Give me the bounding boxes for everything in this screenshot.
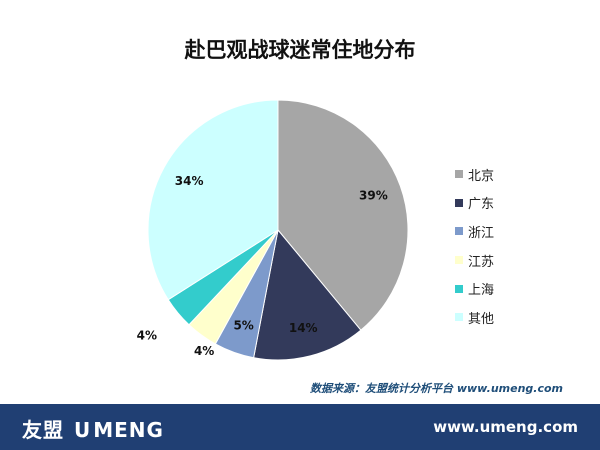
legend-item-3: 江苏 bbox=[455, 246, 545, 275]
legend-label-5: 其他 bbox=[468, 311, 495, 327]
legend-label-0: 北京 bbox=[468, 168, 495, 184]
source-note: 数据来源：友盟统计分析平台 www.umeng.com bbox=[310, 382, 563, 395]
legend-swatch-1 bbox=[455, 198, 463, 207]
pie-slice-0 bbox=[277, 99, 409, 331]
brand-name-cn: 友盟 bbox=[22, 418, 64, 442]
pie-label-5: 34% bbox=[175, 174, 204, 188]
pie-label-3: 4% bbox=[194, 344, 214, 358]
chart-title: 赴巴观战球迷常住地分布 bbox=[184, 38, 416, 62]
legend-swatch-5 bbox=[455, 313, 463, 322]
legend-swatch-3 bbox=[455, 256, 463, 265]
legend-swatch-2 bbox=[455, 227, 463, 236]
pie-label-2: 5% bbox=[233, 318, 253, 332]
legend-item-0: 北京 bbox=[455, 160, 545, 189]
legend-label-4: 上海 bbox=[468, 283, 495, 299]
legend-label-2: 浙江 bbox=[468, 225, 495, 241]
legend-label-3: 江苏 bbox=[468, 254, 495, 270]
legend-swatch-0 bbox=[455, 170, 463, 179]
pie-slice-5 bbox=[147, 99, 279, 301]
brand-logo: 友盟 U MENG bbox=[22, 414, 164, 443]
pie-label-4: 4% bbox=[137, 329, 157, 343]
legend-item-2: 浙江 bbox=[455, 217, 545, 246]
pie-label-0: 39% bbox=[359, 189, 388, 203]
footer-bar: 友盟 U MENG www.umeng.com bbox=[0, 404, 600, 450]
legend-item-5: 其他 bbox=[455, 303, 545, 332]
pie-chart: 39% 14% 5% 4% 4% 34% bbox=[137, 99, 409, 361]
legend-item-1: 广东 bbox=[455, 189, 545, 218]
legend-label-1: 广东 bbox=[468, 197, 495, 213]
legend-item-4: 上海 bbox=[455, 274, 545, 303]
legend: 北京广东浙江江苏上海其他 bbox=[455, 160, 545, 332]
brand-name-en: MENG bbox=[93, 418, 164, 442]
legend-swatch-4 bbox=[455, 284, 463, 293]
footer-url: www.umeng.com bbox=[433, 418, 578, 436]
pie-label-1: 14% bbox=[289, 321, 318, 335]
brand-u-mark: U bbox=[73, 418, 92, 442]
pie-slice-1 bbox=[253, 228, 362, 361]
